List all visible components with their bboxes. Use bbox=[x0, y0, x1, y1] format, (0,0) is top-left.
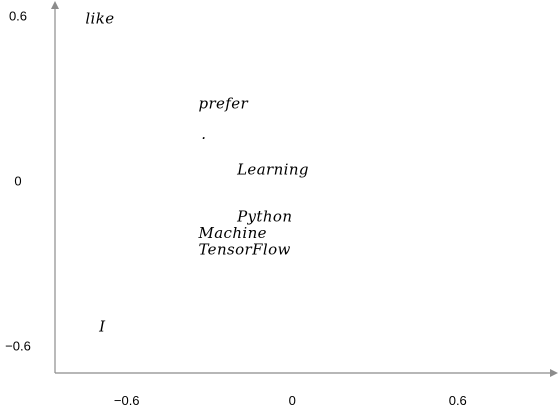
x-tick-labels: −0.6 0 0.6 bbox=[114, 393, 467, 405]
y-tick-label: −0.6 bbox=[5, 339, 31, 354]
point-label-learning: Learning bbox=[236, 161, 309, 179]
x-tick-label: 0.6 bbox=[449, 393, 467, 405]
axes-group bbox=[51, 1, 558, 377]
x-tick-label: −0.6 bbox=[114, 393, 140, 405]
point-label-machine: Machine bbox=[197, 224, 267, 242]
y-tick-labels: 0.6 0 −0.6 bbox=[5, 9, 31, 354]
word-points: like prefer. Learning PythonMachineTensorFl… bbox=[85, 9, 309, 335]
point-label-prefer: prefer bbox=[198, 95, 248, 113]
point-label-tensorflow: TensorFlow bbox=[198, 240, 290, 258]
y-tick-label: 0 bbox=[14, 174, 21, 189]
point-label-python: Python bbox=[236, 207, 292, 225]
point-label-period: . bbox=[201, 125, 206, 143]
x-tick-label: 0 bbox=[289, 393, 296, 405]
point-label-i: I bbox=[98, 317, 106, 335]
y-tick-label: 0.6 bbox=[9, 9, 27, 24]
point-label-like: like bbox=[85, 9, 114, 27]
